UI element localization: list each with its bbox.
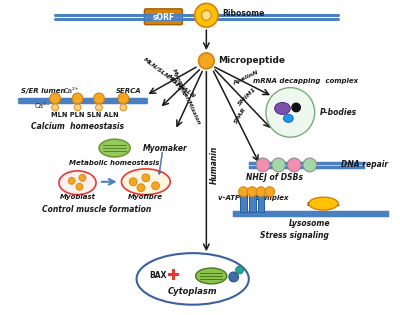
- Text: mTORC1: mTORC1: [306, 201, 340, 207]
- Text: S/ER lumen: S/ER lumen: [21, 88, 66, 94]
- FancyBboxPatch shape: [144, 9, 182, 25]
- Text: BAX: BAX: [149, 272, 166, 280]
- Text: P-bodies: P-bodies: [320, 108, 357, 117]
- Circle shape: [272, 158, 286, 172]
- Circle shape: [72, 93, 83, 104]
- Text: sORF: sORF: [152, 13, 174, 22]
- Ellipse shape: [136, 253, 249, 305]
- Circle shape: [68, 177, 75, 184]
- Circle shape: [96, 104, 102, 111]
- FancyArrow shape: [158, 152, 163, 175]
- Text: SMIM1: SMIM1: [237, 86, 258, 107]
- Ellipse shape: [284, 114, 293, 122]
- Circle shape: [129, 178, 137, 186]
- Ellipse shape: [275, 102, 290, 114]
- Circle shape: [52, 104, 58, 111]
- Circle shape: [137, 184, 145, 192]
- Circle shape: [120, 104, 127, 111]
- Circle shape: [142, 174, 150, 182]
- Ellipse shape: [99, 139, 130, 157]
- Circle shape: [118, 93, 129, 104]
- Circle shape: [256, 187, 266, 197]
- Ellipse shape: [309, 197, 338, 210]
- Ellipse shape: [196, 268, 227, 284]
- Text: Ca²⁺: Ca²⁺: [64, 88, 80, 94]
- Bar: [249, 194, 256, 211]
- Text: Myoblast: Myoblast: [60, 194, 96, 200]
- Text: SPAR: SPAR: [234, 106, 248, 124]
- Circle shape: [152, 182, 160, 190]
- Ellipse shape: [59, 171, 96, 195]
- Circle shape: [79, 174, 86, 181]
- Text: Ribosome: Ribosome: [222, 9, 264, 18]
- Circle shape: [195, 3, 218, 27]
- Circle shape: [265, 187, 275, 197]
- Text: v-ATPase complex: v-ATPase complex: [218, 195, 288, 201]
- Text: DNA repair: DNA repair: [341, 160, 388, 169]
- Bar: [240, 194, 247, 211]
- Text: Cytoplasm: Cytoplasm: [168, 287, 218, 296]
- Text: Control muscle formation: Control muscle formation: [42, 205, 152, 214]
- Circle shape: [256, 158, 270, 172]
- Text: Lysosome: Lysosome: [289, 219, 330, 228]
- Circle shape: [303, 158, 317, 172]
- Text: Humanin: Humanin: [210, 146, 219, 184]
- Circle shape: [287, 158, 301, 172]
- Text: Myomaker/Mission: Myomaker/Mission: [170, 68, 201, 125]
- Text: Calcium  homeostasis: Calcium homeostasis: [31, 122, 124, 131]
- Circle shape: [229, 272, 238, 282]
- Text: Stress signaling: Stress signaling: [260, 231, 329, 240]
- Circle shape: [236, 266, 244, 274]
- Circle shape: [238, 187, 248, 197]
- Circle shape: [247, 187, 257, 197]
- Circle shape: [291, 102, 301, 112]
- Circle shape: [74, 104, 81, 111]
- Text: NHEJ of DSBs: NHEJ of DSBs: [246, 173, 303, 182]
- Text: Myofibre: Myofibre: [128, 194, 163, 200]
- Circle shape: [94, 93, 104, 104]
- Text: Metabolic homeostasis: Metabolic homeostasis: [70, 160, 160, 166]
- Text: SERCA: SERCA: [116, 88, 141, 94]
- Text: MOTS-c: MOTS-c: [166, 74, 188, 97]
- Text: Myomaker: Myomaker: [143, 144, 188, 152]
- Text: ApelinN: ApelinN: [232, 70, 259, 86]
- Circle shape: [202, 10, 211, 20]
- Text: MLN/SLN/PLN/ALN: MLN/SLN/PLN/ALN: [142, 56, 196, 99]
- Circle shape: [76, 183, 83, 190]
- Circle shape: [50, 93, 60, 104]
- Text: Micropeptide: Micropeptide: [218, 56, 285, 65]
- Text: Ca²⁻: Ca²⁻: [34, 103, 50, 109]
- Circle shape: [198, 53, 214, 69]
- Ellipse shape: [122, 169, 170, 195]
- Bar: [258, 194, 264, 211]
- Text: MLN PLN SLN ALN: MLN PLN SLN ALN: [50, 112, 118, 118]
- Circle shape: [266, 88, 315, 137]
- Text: mRNA decapping  complex: mRNA decapping complex: [253, 78, 358, 84]
